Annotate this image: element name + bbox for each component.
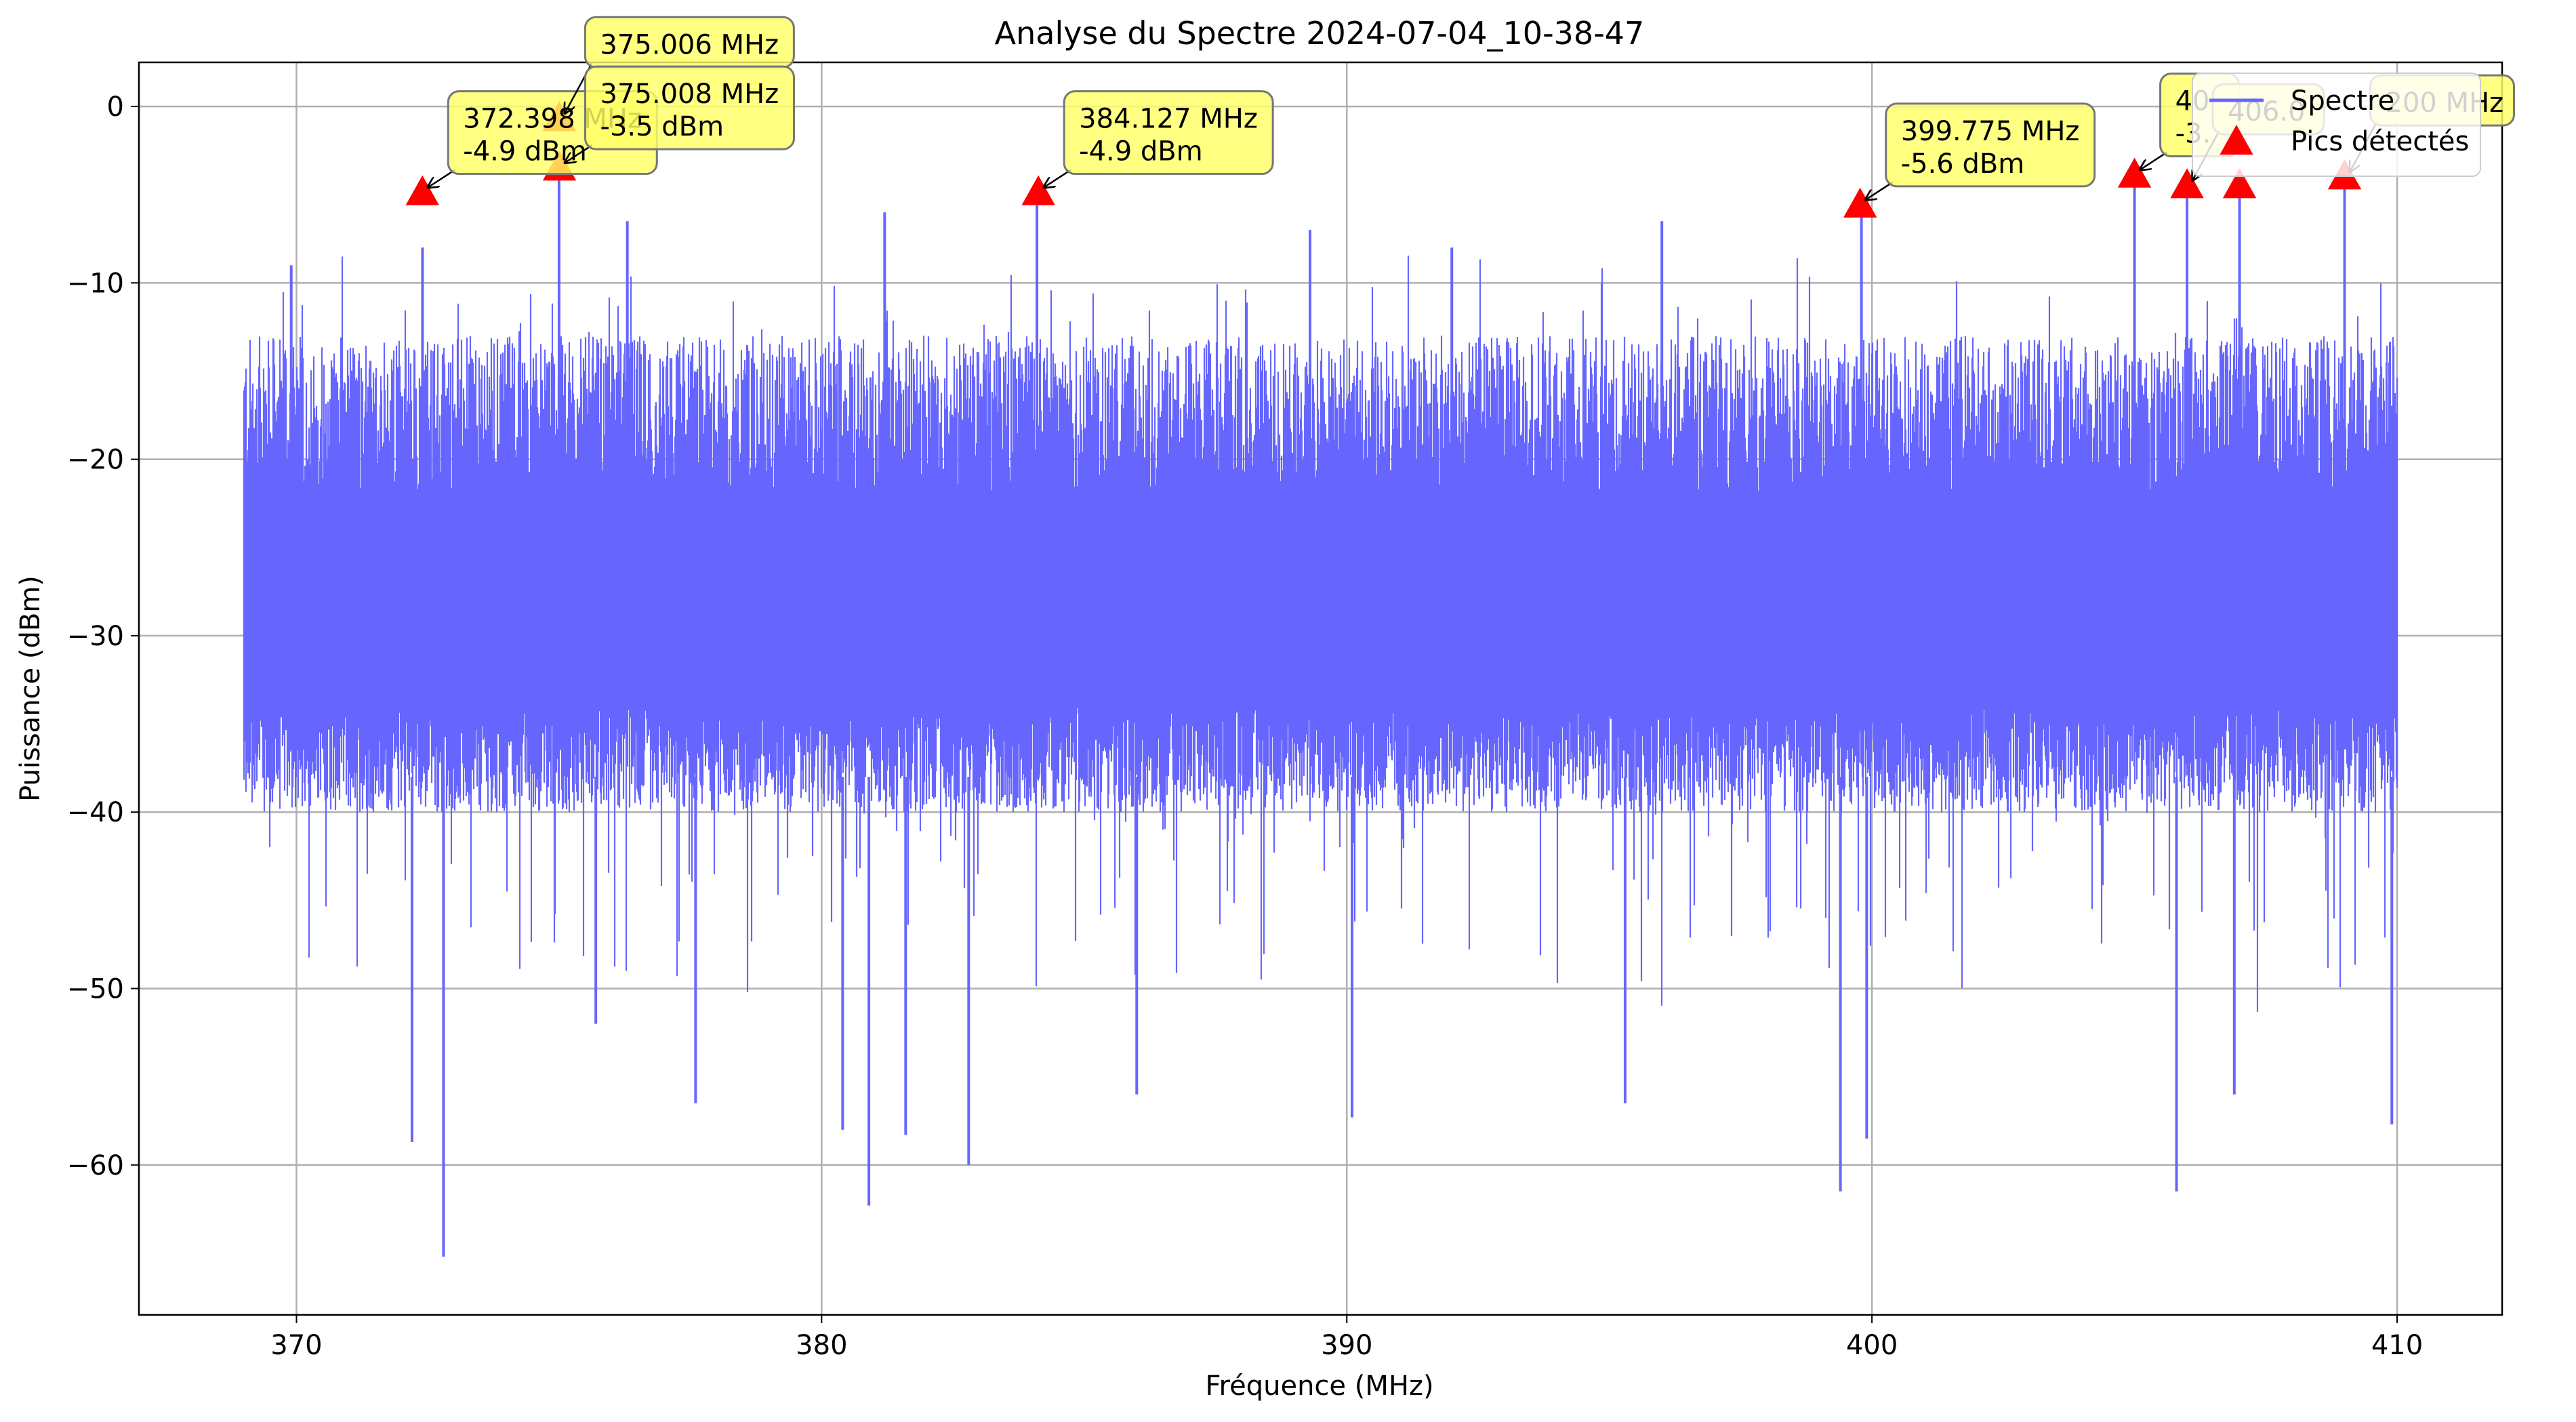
annotation-text: -5.6 dBm: [1901, 148, 2025, 180]
annotation-arrow: [565, 144, 593, 163]
x-tick-label: 400: [1846, 1330, 1898, 1361]
peak-marker: [2117, 157, 2152, 188]
y-tick-label: −10: [67, 268, 124, 299]
legend-spectre-label: Spectre: [2291, 85, 2394, 117]
x-axis-label: Fréquence (MHz): [1205, 1370, 1433, 1402]
plot-frame: [138, 61, 2503, 1316]
annotation-arrow: [428, 169, 455, 188]
annotation-arrow: [1866, 181, 1894, 200]
y-tick-label: −60: [67, 1150, 124, 1181]
peak-annotation: 399.775 MHz-5.6 dBm: [1866, 102, 2096, 200]
annotation-box: [584, 65, 796, 150]
annotation-box: [1063, 90, 1274, 176]
legend: Spectre Pics détectés: [2192, 73, 2481, 177]
annotation-arrow: [1044, 169, 1071, 188]
annotation-text: 399.775 MHz: [1901, 116, 2080, 147]
chart-title: Analyse du Spectre 2024-07-04_10-38-47: [995, 15, 1645, 52]
legend-box: [2192, 73, 2481, 177]
annotation-text: 384.127 MHz: [1079, 104, 1258, 135]
annotation-box: [1885, 102, 2096, 188]
y-tick-label: 0: [107, 92, 124, 123]
peak-marker: [405, 175, 439, 205]
legend-peaks-label: Pics détectés: [2291, 126, 2469, 157]
peak-annotation: 375.008 MHz-3.5 dBm: [565, 65, 796, 163]
spectrum-noise-trace: [243, 256, 2398, 1012]
y-tick-label: −40: [67, 797, 124, 828]
peak-annotation: 384.127 MHz-4.9 dBm: [1044, 90, 1274, 188]
x-tick-label: 370: [270, 1330, 322, 1361]
axis-ticks: 370 380 390 400 410 0 −10 −20 −30 −40 −50 −60: [67, 92, 2424, 1361]
annotation-text: 375.006 MHz: [600, 29, 779, 60]
y-tick-label: −20: [67, 445, 124, 476]
annotation-text: -3.5 dBm: [600, 111, 724, 142]
annotation-text: -4.9 dBm: [1079, 136, 1203, 167]
annotation-text: 375.008 MHz: [600, 79, 779, 110]
peak-annotation: 375.006 MHz: [565, 16, 795, 113]
y-tick-label: −30: [67, 621, 124, 652]
y-axis-label: Puissance (dBm): [15, 575, 46, 802]
x-tick-label: 380: [796, 1330, 847, 1361]
annotation-arrow: [2140, 151, 2168, 170]
annotation-text: -4.9 dBm: [463, 136, 587, 167]
y-tick-label: −50: [67, 973, 124, 1004]
x-tick-label: 410: [2371, 1330, 2423, 1361]
peak-marker: [1021, 175, 1055, 205]
peak-marker: [2222, 168, 2257, 199]
spectrum-series: [243, 159, 2398, 1257]
legend-peaks-swatch: [2220, 125, 2253, 155]
peak-marker: [2170, 168, 2204, 199]
x-tick-label: 390: [1321, 1330, 1372, 1361]
peak-marker: [1843, 187, 1877, 218]
